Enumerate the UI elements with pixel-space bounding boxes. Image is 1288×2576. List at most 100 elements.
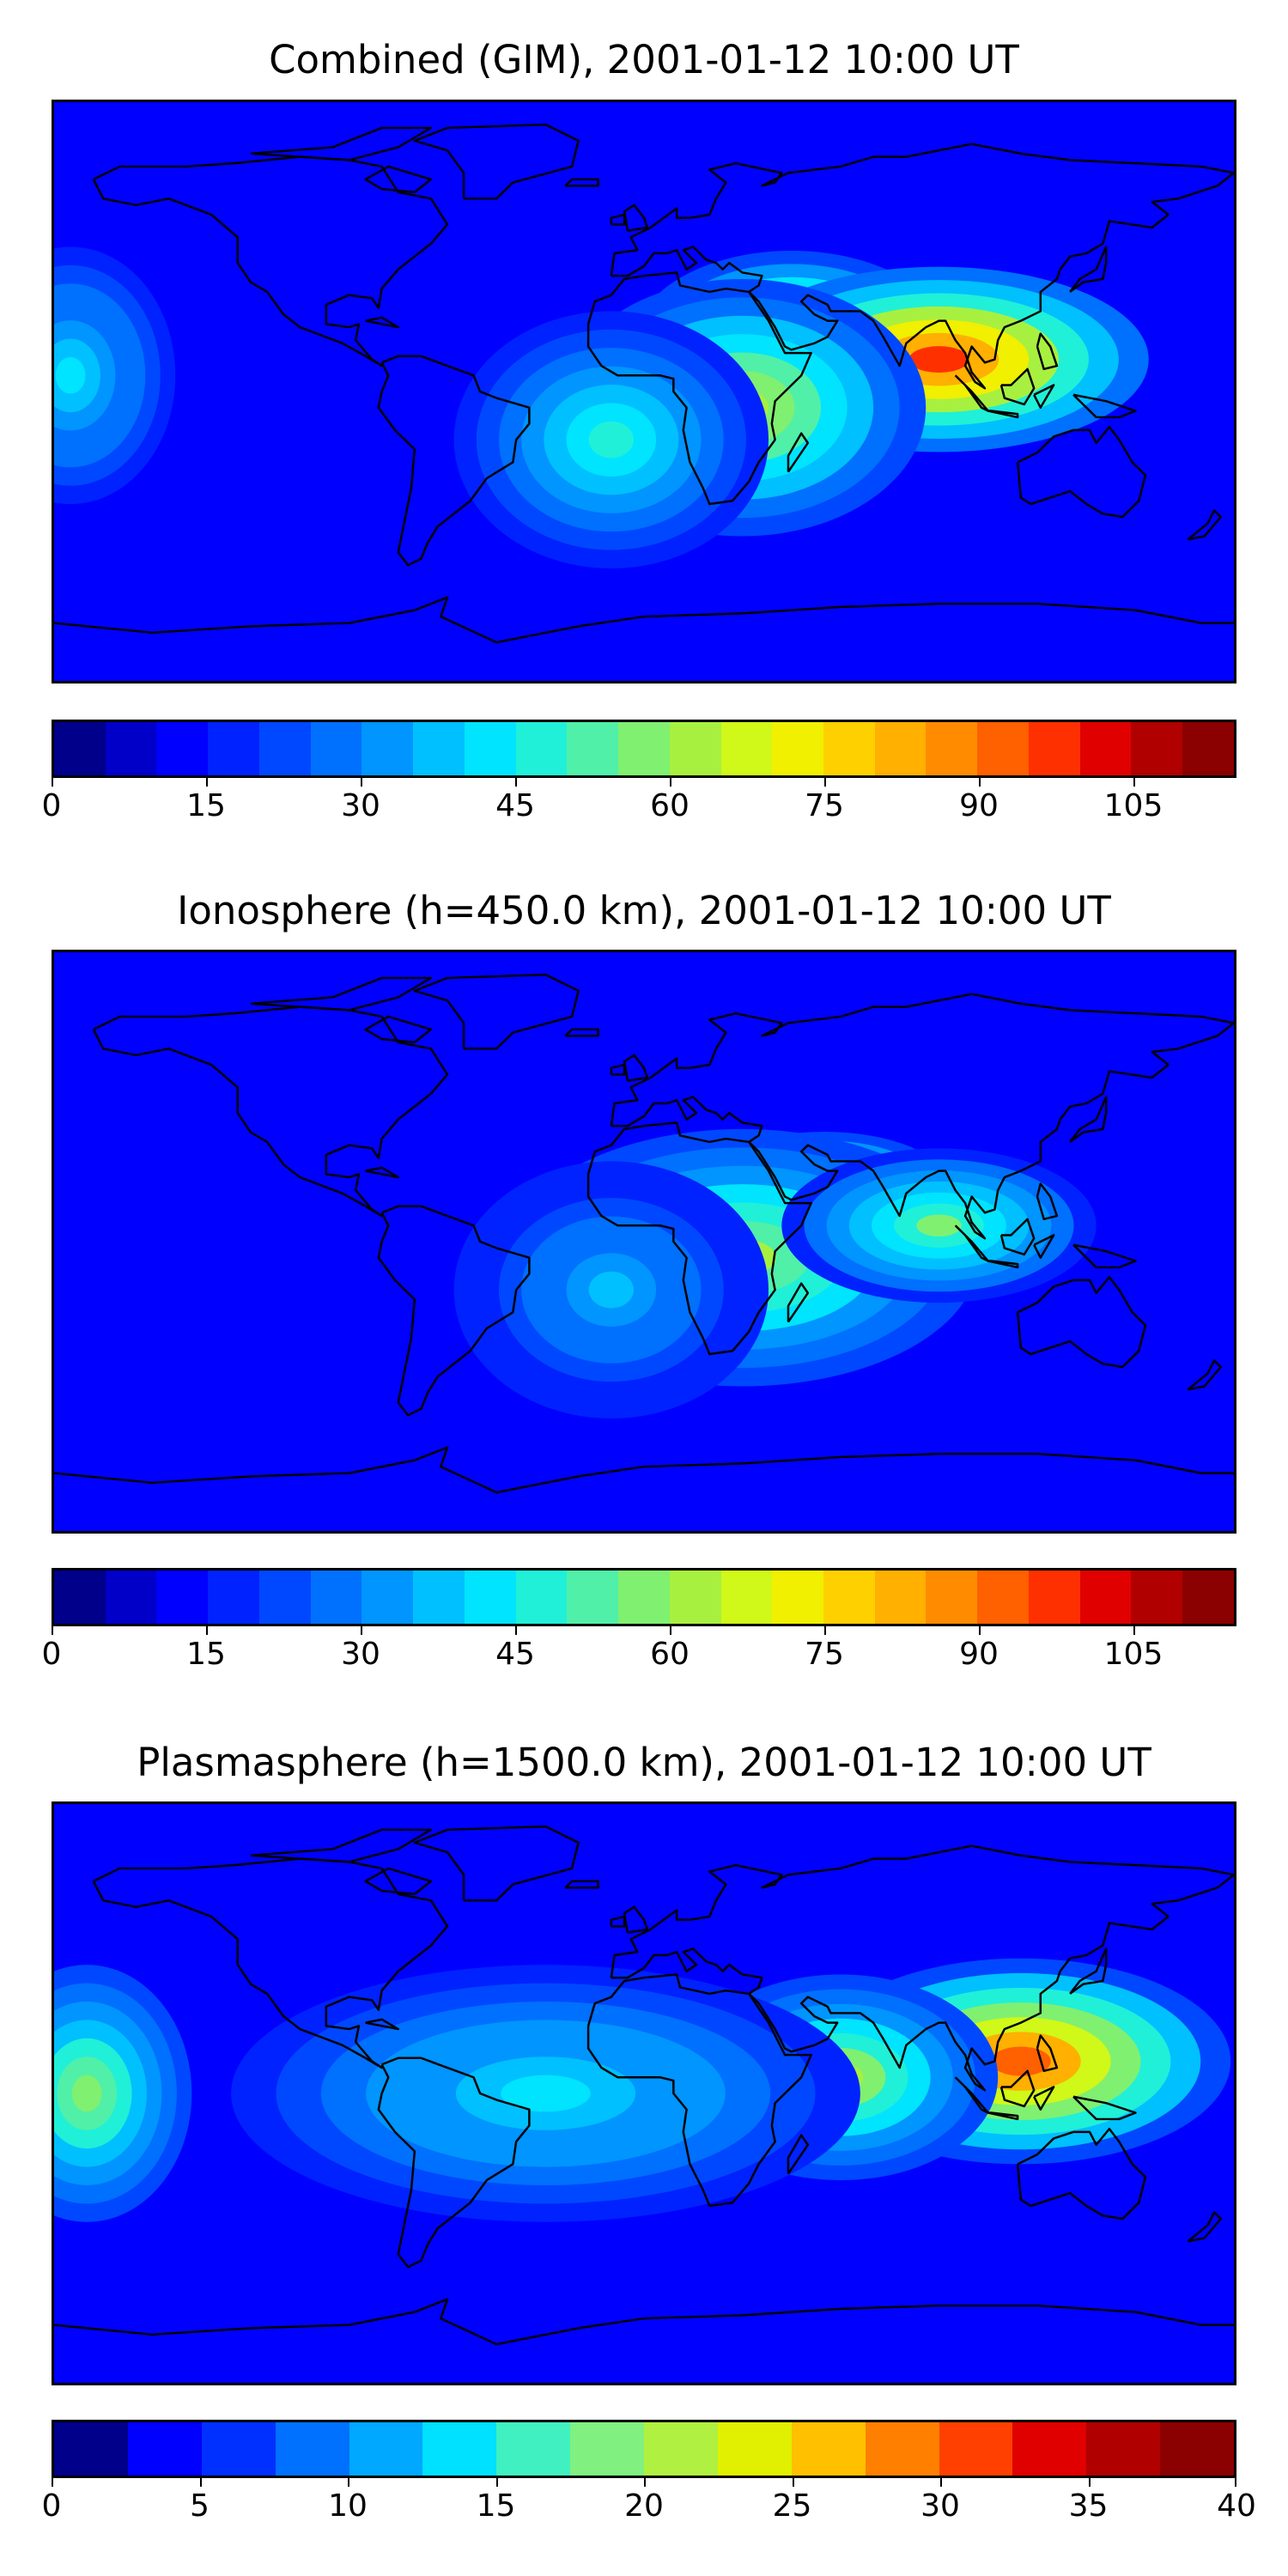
colorbar-segment: [669, 722, 721, 775]
colorbar-segment: [496, 2422, 571, 2476]
coastline: [564, 1880, 599, 1889]
colorbar-segment: [669, 1571, 721, 1624]
colorbar-segment: [717, 2422, 792, 2476]
coastline: [413, 1825, 580, 1902]
colorbar-segment: [349, 2422, 423, 2476]
coastline: [987, 410, 1019, 419]
coastline: [1033, 384, 1055, 409]
colorbar-ticks: 0 5 10 15 20 25 30 35 40: [42, 2478, 1256, 2530]
colorbar-segment: [156, 1571, 209, 1624]
colorbar-segment: [720, 722, 773, 775]
colorbar-segment: [1028, 1571, 1080, 1624]
colorbar-segment: [618, 722, 670, 775]
colorbar-tick-label: 15: [186, 788, 226, 823]
coastline: [1187, 509, 1223, 541]
coastline: [1016, 1275, 1147, 1369]
colorbar-tick-label: 75: [805, 788, 844, 823]
colorbar-segment: [105, 722, 157, 775]
colorbar-segment: [720, 1571, 773, 1624]
colorbar-segment: [258, 722, 311, 775]
colorbar-segment: [926, 1571, 978, 1624]
contour-level: [588, 421, 635, 459]
coastline: [364, 1015, 433, 1044]
colorbar-segment: [464, 1571, 516, 1624]
coastline: [413, 973, 580, 1050]
tec-map: [52, 950, 1236, 1534]
colorbar-tick: [515, 1626, 517, 1635]
colorbar-tick-label: 90: [959, 788, 999, 823]
colorbar-tick: [52, 1626, 53, 1635]
coastline: [987, 2111, 1019, 2121]
map-svg: [54, 102, 1234, 681]
coastline: [1069, 1947, 1108, 1995]
colorbar-segment: [515, 1571, 568, 1624]
colorbar-segment: [1028, 722, 1080, 775]
colorbar-segment: [977, 722, 1029, 775]
coastline: [365, 2018, 399, 2031]
colorbar-tick-label: 40: [1217, 2488, 1256, 2524]
coastline: [1016, 2127, 1147, 2221]
coastline: [954, 374, 989, 412]
coastline: [54, 596, 1234, 644]
coastline: [413, 123, 580, 200]
colorbar-tick-label: 0: [41, 1637, 62, 1672]
colorbar-tick: [979, 778, 981, 787]
colorbar-tick: [495, 2478, 498, 2487]
colorbar-segment: [570, 2422, 644, 2476]
colorbar-tick: [824, 1626, 826, 1635]
colorbar-segment: [258, 1571, 311, 1624]
colorbar-segment: [413, 1571, 465, 1624]
coastline: [364, 165, 433, 194]
colorbar-tick: [1133, 1626, 1135, 1635]
colorbar-segment: [1182, 722, 1234, 775]
coastline: [365, 316, 399, 329]
contour-level: [916, 1214, 962, 1237]
colorbar-segment: [1086, 2422, 1161, 2476]
colorbar-segment: [567, 1571, 619, 1624]
colorbar-tick: [670, 778, 671, 787]
colorbar-tick: [1235, 2478, 1236, 2487]
coastline: [377, 1205, 531, 1417]
colorbar-tick-label: 90: [959, 1637, 999, 1672]
colorbar-tick-label: 30: [341, 788, 380, 823]
colorbar-tick-label: 60: [650, 788, 690, 823]
colorbar: [52, 2420, 1236, 2478]
coastline: [1069, 1096, 1108, 1143]
colorbar-segment: [939, 2422, 1013, 2476]
colorbar-tick-label: 0: [41, 2488, 62, 2524]
colorbar-segment: [791, 2422, 866, 2476]
colorbar-tick: [515, 778, 517, 787]
coastline: [999, 368, 1036, 406]
colorbar-segment: [1160, 2422, 1234, 2476]
colorbar-segment: [310, 1571, 362, 1624]
colorbar-segment: [413, 722, 465, 775]
colorbar: [52, 720, 1236, 778]
colorbar-tick-label: 30: [920, 2488, 960, 2524]
colorbar-tick-label: 10: [328, 2488, 368, 2524]
colorbar-tick-label: 75: [805, 1637, 844, 1672]
coastline: [564, 178, 599, 187]
colorbar-segment: [977, 1571, 1029, 1624]
colorbar-segment: [567, 722, 619, 775]
coastline: [1036, 2034, 1059, 2073]
contour-level: [991, 2046, 1051, 2076]
coastline: [1072, 393, 1137, 419]
coastline: [610, 213, 626, 226]
coastline: [999, 1218, 1036, 1256]
colorbar-segment: [644, 2422, 718, 2476]
coastline: [787, 1282, 810, 1323]
colorbar-tick: [644, 2478, 646, 2487]
colorbar-segment: [208, 722, 259, 775]
colorbar-segment: [823, 722, 875, 775]
coastline: [610, 993, 1234, 1240]
colorbar-segment: [201, 2422, 276, 2476]
colorbar-segment: [422, 2422, 497, 2476]
colorbar-tick-label: 35: [1068, 2488, 1109, 2524]
coastline: [564, 1028, 599, 1037]
colorbar-tick-label: 0: [41, 788, 62, 823]
colorbar-segment: [874, 1571, 927, 1624]
colorbar-tick-label: 5: [190, 2488, 210, 2524]
coastline: [54, 1446, 1234, 1494]
coastline: [586, 1121, 812, 1356]
coastline: [1187, 1359, 1223, 1391]
